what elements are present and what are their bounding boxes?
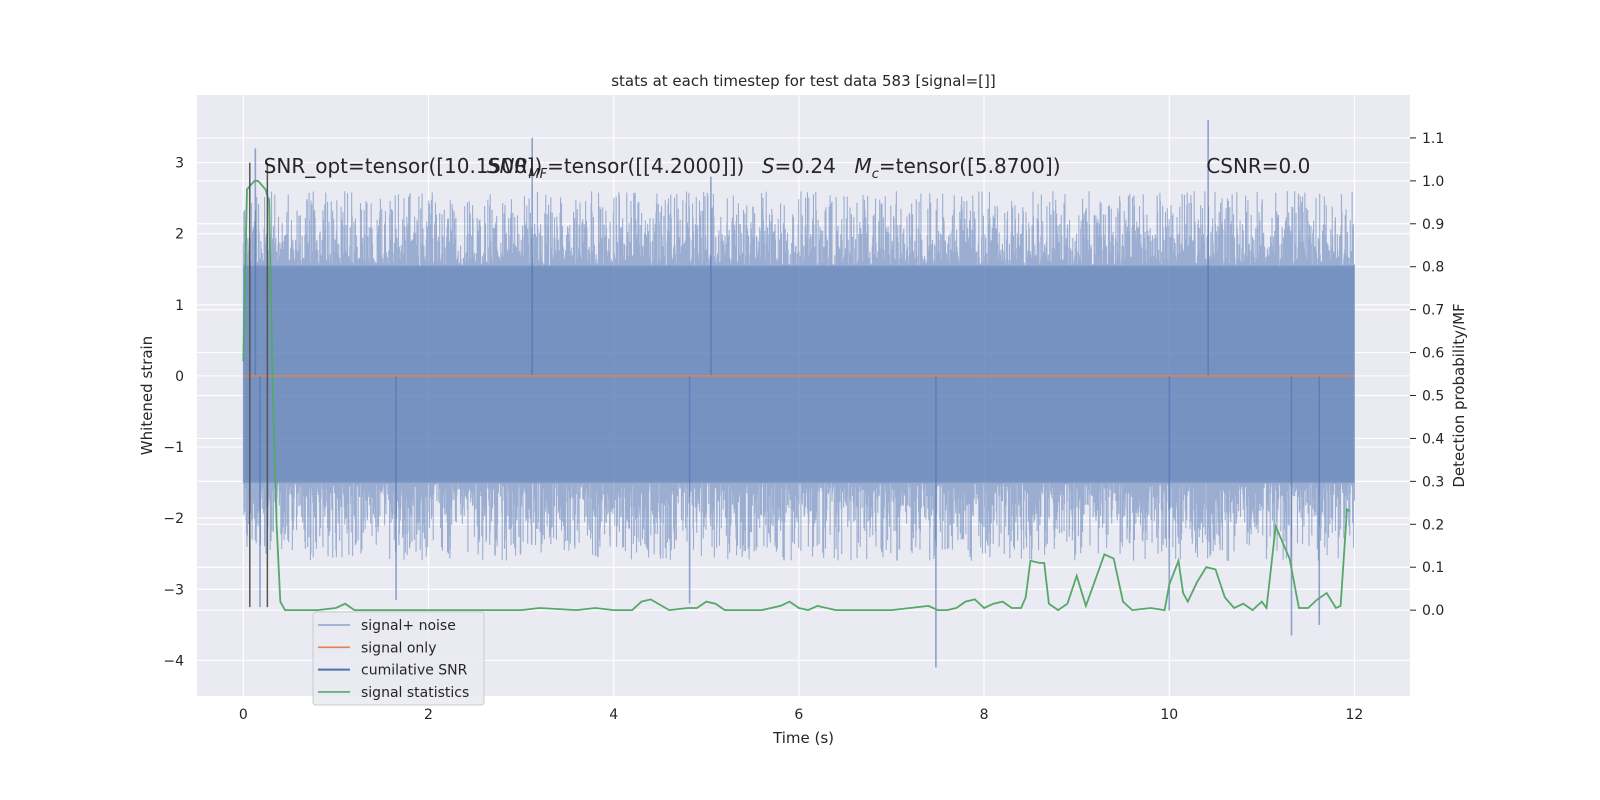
y-tick-label: 2 xyxy=(175,227,184,243)
y-tick-label: −4 xyxy=(163,653,184,669)
y2-tick-label: 0.6 xyxy=(1422,346,1444,362)
y2-tick-label: 0.1 xyxy=(1422,560,1444,576)
legend: signal+ noise signal only cumilative SNR si… xyxy=(312,611,485,706)
y-tick-label: −2 xyxy=(163,511,184,527)
legend-entry-label: signal statistics xyxy=(361,685,469,701)
x-tick-label: 4 xyxy=(609,707,618,723)
y2-tick-label: 0.8 xyxy=(1422,260,1444,276)
y2-tick-label: 0.5 xyxy=(1422,389,1444,405)
x-tick-label: 0 xyxy=(239,707,248,723)
y-tick-label: −3 xyxy=(163,582,184,598)
x-axis-label: Time (s) xyxy=(772,729,834,747)
y2-tick-label: 1.0 xyxy=(1422,174,1444,190)
x-tick-label: 2 xyxy=(424,707,433,723)
y2-tick-label: 0.3 xyxy=(1422,474,1444,490)
series-signal-noise xyxy=(242,119,1355,668)
y2-tick-label: 0.9 xyxy=(1422,217,1444,233)
chart-annotation: Mc=tensor([5.8700]) xyxy=(854,154,1060,182)
x-tick-label: 12 xyxy=(1346,707,1364,723)
y-tick-label: −1 xyxy=(163,440,184,456)
ticks: 0 2 4 6 8 10 12−4−3−2−101230.00.10.20.30.40.50… xyxy=(163,131,1444,723)
legend-entry-label: signal only xyxy=(361,640,436,656)
y-axis-label: Whitened strain xyxy=(138,336,156,455)
series-layer xyxy=(242,119,1355,668)
annotations: SNR_opt=tensor([10.1500])SNRMF=tensor([[… xyxy=(264,154,1311,182)
y2-axis-label: Detection probability/MF xyxy=(1450,303,1468,487)
legend-entry-label: signal+ noise xyxy=(361,618,456,634)
y2-tick-label: 0.7 xyxy=(1422,303,1444,319)
chart-annotation: S=0.24 xyxy=(762,154,836,178)
y-tick-label: 3 xyxy=(175,156,184,172)
series-signal-statistics xyxy=(242,179,1351,612)
legend-entry-label: cumilative SNR xyxy=(361,663,468,679)
y2-tick-label: 1.1 xyxy=(1422,131,1444,147)
y2-tick-label: 0.2 xyxy=(1422,517,1444,533)
x-tick-label: 10 xyxy=(1160,707,1178,723)
legend-box xyxy=(312,611,485,706)
chart-annotation: SNR_opt=tensor([10.1500]) xyxy=(264,154,543,178)
chart-title: stats at each timestep for test data 583… xyxy=(611,72,996,90)
x-tick-label: 8 xyxy=(980,707,989,723)
y2-tick-label: 0.0 xyxy=(1422,603,1444,619)
y2-tick-label: 0.4 xyxy=(1422,431,1444,447)
x-tick-label: 6 xyxy=(794,707,803,723)
chart-annotation: CSNR=0.0 xyxy=(1206,154,1310,178)
y-tick-label: 1 xyxy=(175,298,184,314)
signal-noise-core xyxy=(243,265,1355,483)
y-tick-label: 0 xyxy=(175,369,184,385)
chart-annotation: SNRMF=tensor([[4.2000]]) xyxy=(487,154,745,182)
